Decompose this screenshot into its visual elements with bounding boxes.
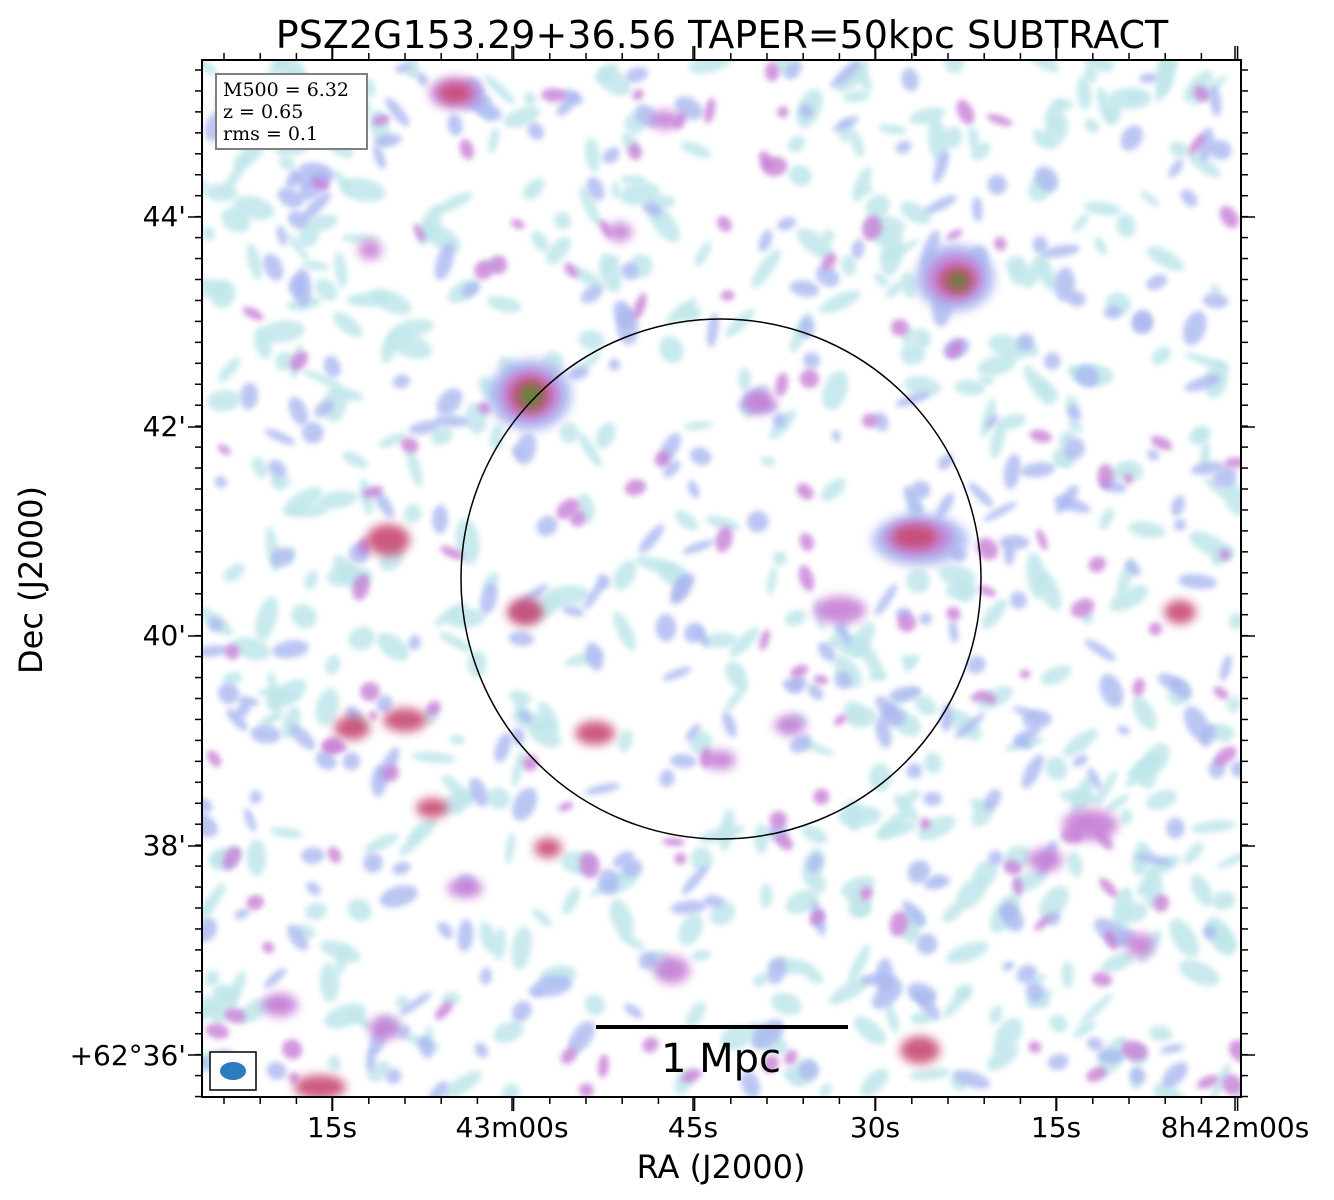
info-redshift: z = 0.65 xyxy=(223,101,303,123)
dec-tick-label: +62°36' xyxy=(70,1039,186,1072)
ra-tick-label: 15s xyxy=(1031,1111,1081,1144)
radio-map-image xyxy=(202,60,1241,1097)
beam-box xyxy=(209,1051,257,1091)
ra-tick-label: 43m00s xyxy=(455,1111,568,1144)
info-box: M500 = 6.32 z = 0.65 rms = 0.1 xyxy=(215,73,368,150)
dec-tick-labels: 44' 42' 40' 38' +62°36' xyxy=(70,200,186,1072)
scale-bar: 1 Mpc xyxy=(596,1025,848,1082)
ra-tick-labels: 15s 43m00s 45s 30s 15s 8h42m00s xyxy=(307,1111,1309,1144)
dec-tick-label: 38' xyxy=(143,829,186,862)
ra-tick-label: 8h42m00s xyxy=(1161,1111,1310,1144)
plot-title: PSZ2G153.29+36.56 TAPER=50kpc SUBTRACT xyxy=(276,13,1169,57)
info-rms: rms = 0.1 xyxy=(223,123,318,145)
map-frame xyxy=(201,59,1242,1098)
ra-tick-label: 30s xyxy=(850,1111,900,1144)
info-mass: M500 = 6.32 xyxy=(223,79,349,101)
scale-bar-label: 1 Mpc xyxy=(661,1036,781,1082)
radio-emission-blobs xyxy=(202,60,1241,1097)
ra-tick-label: 45s xyxy=(668,1111,718,1144)
y-axis-label: Dec (J2000) xyxy=(12,486,50,674)
dec-tick-label: 42' xyxy=(143,410,186,443)
r500-circle xyxy=(460,318,982,840)
dec-tick-label: 44' xyxy=(143,200,186,233)
x-axis-label: RA (J2000) xyxy=(637,1148,806,1186)
ra-tick-label: 15s xyxy=(307,1111,357,1144)
beam-ellipse xyxy=(220,1062,246,1080)
dec-tick-label: 40' xyxy=(143,619,186,652)
axis-ticks xyxy=(188,46,1255,1111)
